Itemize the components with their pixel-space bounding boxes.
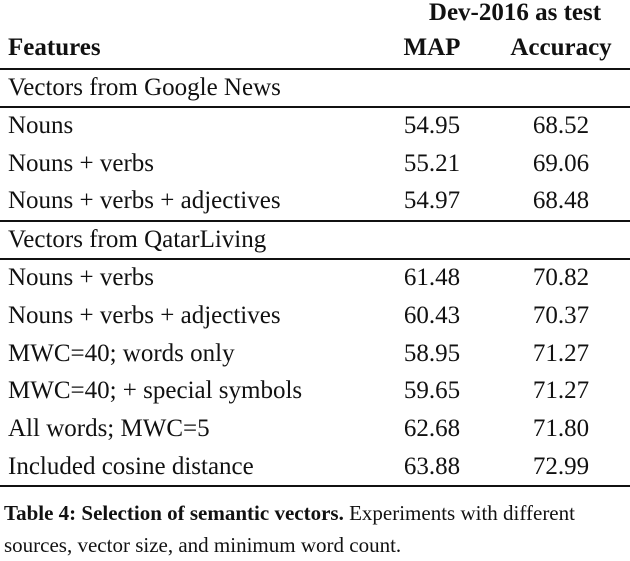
cell-value: 60.43 xyxy=(403,301,461,329)
rule xyxy=(0,68,630,70)
cell-value: 61.48 xyxy=(403,264,461,292)
row-label: Nouns + verbs + adjectives xyxy=(8,187,281,215)
cell-value: 55.21 xyxy=(403,149,461,177)
cell-value: 54.95 xyxy=(403,112,461,139)
rule xyxy=(0,258,630,260)
cell-value: 58.95 xyxy=(403,339,461,367)
row-label: Nouns xyxy=(8,112,74,139)
cell-value: 72.99 xyxy=(532,452,590,480)
row-label: Nouns + verbs + adjectives xyxy=(8,301,281,329)
column-header: Accuracy xyxy=(510,34,612,61)
cell-value: 71.80 xyxy=(532,414,590,442)
cell-value: 69.06 xyxy=(532,149,590,177)
section-title: Vectors from Google News xyxy=(8,74,281,101)
row-label: MWC=40; + special symbols xyxy=(8,377,303,405)
row-label: MWC=40; words only xyxy=(8,339,235,367)
row-label: Nouns + verbs xyxy=(8,149,155,177)
column-header: Features xyxy=(8,34,101,61)
cell-value: 54.97 xyxy=(403,187,461,215)
rule xyxy=(0,485,630,487)
cell-value: 70.82 xyxy=(532,264,590,292)
row-label: Included cosine distance xyxy=(8,452,254,480)
column-header: MAP xyxy=(403,34,461,61)
header-group: Dev-2016 as test xyxy=(428,0,602,26)
caption-label: Table 4: Selection of semantic vectors. xyxy=(4,501,344,525)
section-title: Vectors from QatarLiving xyxy=(8,226,267,254)
cell-value: 68.48 xyxy=(532,187,590,215)
cell-value: 68.52 xyxy=(532,112,590,139)
row-label: Nouns + verbs xyxy=(8,264,155,292)
cell-value: 71.27 xyxy=(532,377,590,405)
cell-value: 59.65 xyxy=(403,377,461,405)
cell-value: 70.37 xyxy=(532,301,590,329)
caption: Table 4: Selection of semantic vectors. … xyxy=(4,497,626,561)
rule xyxy=(0,220,630,222)
cell-value: 63.88 xyxy=(403,452,461,480)
rule xyxy=(0,106,630,108)
cell-value: 62.68 xyxy=(403,414,461,442)
cell-value: 71.27 xyxy=(532,339,590,367)
row-label: All words; MWC=5 xyxy=(8,414,210,442)
